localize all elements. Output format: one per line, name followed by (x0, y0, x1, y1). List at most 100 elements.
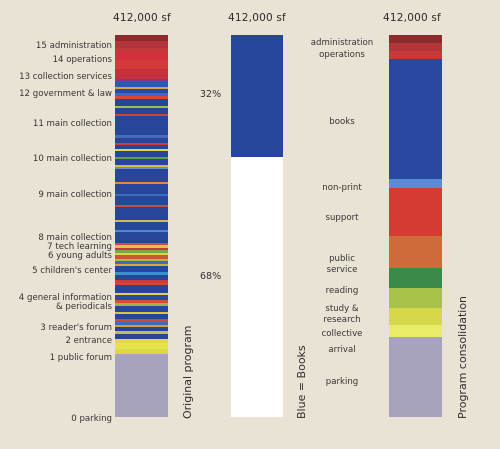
program-segment (115, 354, 168, 417)
col1-side-label: Original program (181, 325, 194, 420)
program-segment (389, 43, 442, 51)
program-segment (115, 312, 168, 315)
program-segment (115, 221, 168, 231)
program-segment (115, 166, 168, 169)
floor-label: 1 public forum (49, 353, 112, 363)
floor-label: 0 parking (71, 414, 112, 424)
program-segment (115, 142, 168, 145)
program-segment (115, 250, 168, 254)
program-segment (115, 194, 168, 197)
program-segment (115, 258, 168, 261)
col2-header: 412,000 sf (228, 12, 286, 24)
program-segment (115, 244, 168, 248)
floor-label: & periodicals (55, 302, 112, 312)
program-segment (115, 206, 168, 220)
floor-label: reading (325, 286, 359, 296)
program-segment (115, 275, 168, 280)
program-segment (115, 242, 168, 245)
program-segment (115, 232, 168, 243)
floor-label: 2 entrance (65, 336, 112, 346)
program-segment (115, 168, 168, 182)
program-segment (389, 288, 442, 308)
program-segment (115, 159, 168, 165)
floor-label: 13 collection services (19, 72, 112, 82)
program-segment (115, 114, 168, 117)
program-segment (115, 349, 168, 355)
program-segment (115, 279, 168, 283)
floor-label: 5 children's center (32, 266, 112, 276)
program-segment (115, 295, 168, 300)
program-segment (389, 59, 442, 179)
program-segment (115, 314, 168, 319)
floor-label: research (323, 315, 361, 325)
floor-label: 14 operations (52, 55, 112, 65)
floor-label: 7 tech learning (47, 242, 112, 252)
program-segment (115, 305, 168, 313)
floor-label: books (329, 117, 355, 127)
program-segment (115, 60, 168, 69)
program-segment (115, 331, 168, 335)
program-segment (115, 342, 168, 350)
program-segment (389, 325, 442, 337)
non-books-percent: 68% (200, 271, 222, 282)
program-segment (115, 68, 168, 80)
program-segment (115, 86, 168, 89)
program-segment (115, 105, 168, 108)
program-segment (115, 338, 168, 343)
program-segment (115, 99, 168, 106)
col3-side-label: Program consolidation (456, 295, 469, 419)
program-segment (115, 35, 168, 42)
program-segment (115, 282, 168, 285)
floor-label: 4 general information (18, 293, 112, 303)
floor-label: 6 young adults (47, 251, 112, 261)
floor-label: 12 government & law (19, 89, 112, 99)
program-segment (115, 157, 168, 160)
floor-label: 11 main collection (32, 119, 112, 129)
program-segment (115, 219, 168, 222)
program-segment (115, 41, 168, 48)
non-books-share-segment (231, 157, 283, 417)
program-segment (389, 308, 442, 325)
col1-header: 412,000 sf (113, 12, 171, 24)
program-segment (389, 51, 442, 59)
program-segment (115, 93, 168, 97)
program-segment (115, 148, 168, 151)
floor-label: arrival (328, 345, 356, 355)
program-segment (115, 135, 168, 139)
program-segment (115, 51, 168, 61)
program-segment (115, 116, 168, 136)
program-segment (389, 236, 442, 268)
floor-label: 15 administration (35, 41, 112, 51)
program-segment (115, 255, 168, 259)
program-segment (115, 144, 168, 149)
floor-label: service (326, 265, 358, 275)
books-share-segment (231, 35, 283, 157)
program-segment (389, 188, 442, 236)
program-segment (115, 196, 168, 205)
program-segment (115, 318, 168, 322)
program-segment (115, 299, 168, 303)
program-segment (115, 327, 168, 332)
program-segment (115, 230, 168, 233)
floor-label: 9 main collection (38, 190, 112, 200)
program-segment (115, 253, 168, 256)
program-segment (115, 79, 168, 83)
program-segment (115, 324, 168, 328)
program-segment (115, 164, 168, 167)
program-segment (115, 265, 168, 273)
program-segment (389, 268, 442, 288)
program-segment (115, 96, 168, 100)
program-segment (115, 150, 168, 158)
program-segment (389, 337, 442, 417)
program-segment (115, 248, 168, 251)
program-segment (115, 107, 168, 115)
floor-label: 8 main collection (38, 233, 112, 243)
floor-label: support (325, 213, 359, 223)
program-segment (115, 334, 168, 339)
floor-label: operations (319, 50, 365, 60)
program-consolidation-bar (389, 35, 442, 417)
program-segment (115, 272, 168, 276)
original-program-bar (115, 35, 168, 417)
floor-label: 3 reader's forum (40, 323, 112, 333)
floor-label: 10 main collection (32, 154, 112, 164)
